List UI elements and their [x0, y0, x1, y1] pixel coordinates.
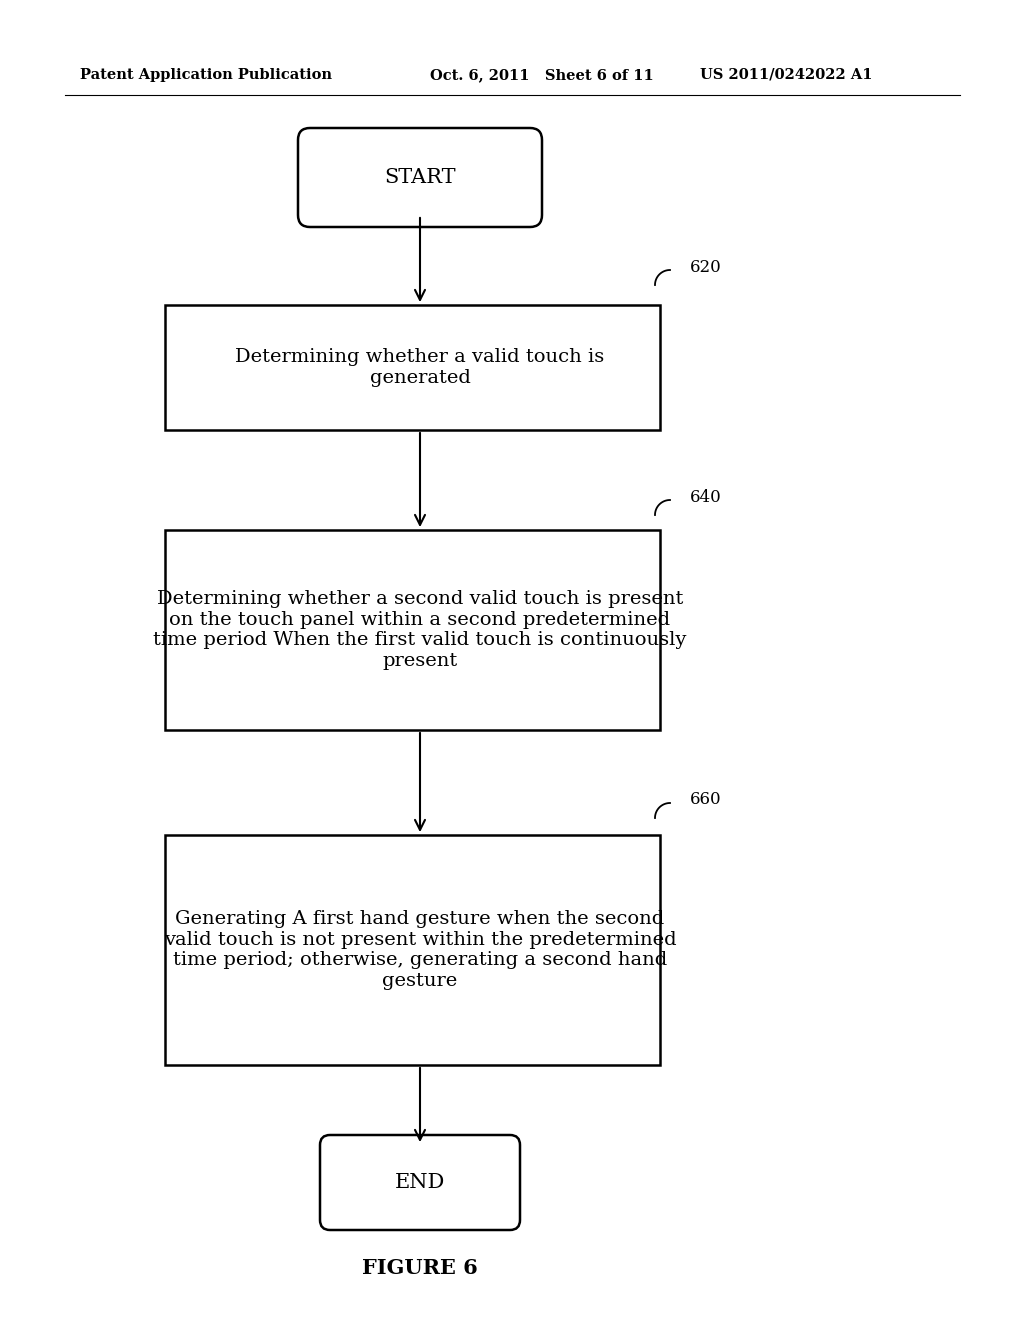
Text: Determining whether a valid touch is
generated: Determining whether a valid touch is gen… — [236, 348, 604, 387]
Text: Generating A first hand gesture when the second
valid touch is not present withi: Generating A first hand gesture when the… — [164, 909, 676, 990]
Text: 620: 620 — [690, 259, 722, 276]
FancyBboxPatch shape — [319, 1135, 520, 1230]
Text: 660: 660 — [690, 792, 722, 808]
Bar — [165, 305, 660, 430]
Text: Determining whether a second valid touch is present
on the touch panel within a : Determining whether a second valid touch… — [154, 590, 687, 671]
Text: FIGURE 6: FIGURE 6 — [362, 1258, 478, 1278]
Text: US 2011/0242022 A1: US 2011/0242022 A1 — [700, 69, 872, 82]
Text: 640: 640 — [690, 488, 722, 506]
Bar — [165, 531, 660, 730]
Text: START: START — [384, 168, 456, 187]
Text: Oct. 6, 2011   Sheet 6 of 11: Oct. 6, 2011 Sheet 6 of 11 — [430, 69, 653, 82]
Bar — [165, 836, 660, 1065]
Text: Patent Application Publication: Patent Application Publication — [80, 69, 332, 82]
Text: END: END — [395, 1173, 445, 1192]
FancyBboxPatch shape — [298, 128, 542, 227]
